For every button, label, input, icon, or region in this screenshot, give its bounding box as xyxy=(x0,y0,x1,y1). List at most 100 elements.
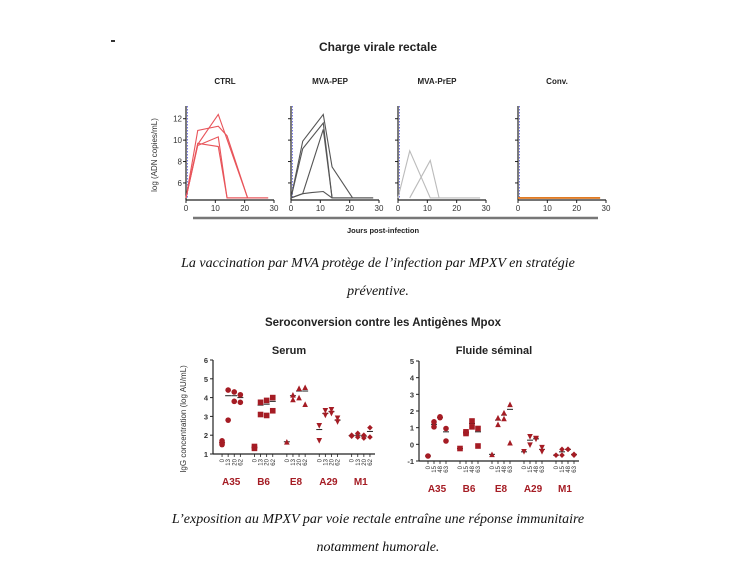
y-tick-label: 4 xyxy=(204,394,209,403)
timepoint-label: 20 xyxy=(297,458,303,465)
data-point-a35 xyxy=(443,438,449,444)
data-point-a35 xyxy=(237,399,244,406)
timepoint-label: 20 xyxy=(329,458,335,465)
x-tick-label: 10 xyxy=(543,204,552,213)
data-point-a35 xyxy=(225,387,231,393)
data-point-a29 xyxy=(334,419,341,425)
series-line-ctrl-3 xyxy=(185,142,248,199)
series-line-mvapep-3 xyxy=(290,190,374,199)
data-point-e8 xyxy=(284,438,290,445)
data-point-m1 xyxy=(348,433,355,439)
data-point-b6 xyxy=(269,394,276,401)
group-label-a35: A35 xyxy=(222,477,241,488)
figure1-caption-line2: préventive. xyxy=(347,284,409,299)
figure2-caption-line1: L’exposition au MPXV par voie rectale en… xyxy=(171,512,585,527)
group-label-e8: E8 xyxy=(290,477,303,488)
x-tick-label: 30 xyxy=(375,204,384,213)
group-label-b6: B6 xyxy=(463,484,476,495)
x-tick-label: 20 xyxy=(572,204,581,213)
group-label-b6: B6 xyxy=(257,477,270,488)
timepoint-label: 13 xyxy=(323,458,329,465)
data-point-b6 xyxy=(457,445,463,452)
y-tick-label: 5 xyxy=(204,375,208,384)
y-axis-label: log (ADN copies/mL) xyxy=(150,118,159,192)
y-tick-label: 5 xyxy=(410,357,414,366)
y-tick-label: 2 xyxy=(410,407,414,416)
data-point-b6 xyxy=(263,397,270,404)
data-point-a29 xyxy=(539,449,545,455)
timepoint-label: 0 xyxy=(285,458,291,462)
timepoint-label: 0 xyxy=(317,458,323,462)
data-point-m1 xyxy=(367,434,373,440)
group-label-e8: E8 xyxy=(495,484,508,495)
timepoint-label: 48 xyxy=(438,465,444,472)
series-line-mvaprep-1 xyxy=(409,158,440,199)
data-point-a35 xyxy=(231,398,238,405)
figure1-caption-line1: La vaccination par MVA protège de l’infe… xyxy=(181,256,575,271)
y-tick-label: 4 xyxy=(410,374,415,383)
data-point-e8 xyxy=(296,385,302,391)
timepoint-label: 0 xyxy=(554,465,560,469)
series-line-ctrl-1 xyxy=(185,113,269,199)
timepoint-label: 62 xyxy=(336,458,342,465)
data-point-a29 xyxy=(533,436,539,443)
data-point-e8 xyxy=(302,401,308,407)
timepoint-label: 0 xyxy=(252,458,258,462)
seroconversion-chart: Serum 1 2 3 4 5 6 IgG concentration (log AU/mL)… xyxy=(179,345,579,495)
group-label-m1: M1 xyxy=(558,484,572,495)
scatter-title-0: Serum xyxy=(272,345,306,357)
group-label-a29: A29 xyxy=(524,484,543,495)
x-axis-label: Jours post-infection xyxy=(347,226,420,235)
data-point-a35 xyxy=(219,439,225,446)
timepoint-label: 13 xyxy=(291,458,297,465)
timepoint-label: 63 xyxy=(540,465,546,472)
x-tick-label: 20 xyxy=(240,204,249,213)
data-point-b6 xyxy=(269,407,276,414)
x-tick-label: 0 xyxy=(516,204,521,213)
x-tick-label: 0 xyxy=(289,204,294,213)
figure2-caption-line2: notamment humorale. xyxy=(316,540,440,555)
timepoint-label: 20 xyxy=(265,458,271,465)
timepoint-label: 13 xyxy=(356,458,362,465)
timepoint-label: 62 xyxy=(271,458,277,465)
data-point-a29 xyxy=(334,415,341,422)
x-tick-label: 10 xyxy=(211,204,220,213)
timepoint-label: 63 xyxy=(476,465,482,472)
data-point-a29 xyxy=(527,434,533,440)
timepoint-label: 15 xyxy=(560,465,566,472)
data-point-m1 xyxy=(559,452,565,458)
data-point-m1 xyxy=(571,452,577,458)
data-point-b6 xyxy=(469,424,475,430)
y-tick-label: 0 xyxy=(410,440,414,449)
data-point-b6 xyxy=(475,443,481,449)
viral-load-title: Charge virale rectale xyxy=(318,40,438,54)
data-point-m1 xyxy=(354,430,361,437)
data-point-b6 xyxy=(469,418,475,424)
series-line-ctrl-0 xyxy=(185,125,269,199)
timepoint-label: 15 xyxy=(432,465,438,472)
timepoint-label: 13 xyxy=(226,458,232,465)
scatter-title-1: Fluide séminal xyxy=(456,345,532,357)
timepoint-label: 63 xyxy=(508,465,514,472)
data-point-e8 xyxy=(501,409,507,416)
data-point-b6 xyxy=(257,399,264,406)
y-axis-label: IgG concentration (log AU/mL) xyxy=(179,365,188,473)
data-point-b6 xyxy=(263,412,270,419)
data-point-b6 xyxy=(251,443,258,450)
data-point-e8 xyxy=(495,421,501,428)
timepoint-label: 15 xyxy=(496,465,502,472)
y-tick-label: 12 xyxy=(173,115,182,124)
group-label-a29: A29 xyxy=(319,477,338,488)
timepoint-label: 0 xyxy=(522,465,528,469)
group-label-a35: A35 xyxy=(428,484,447,495)
data-point-a29 xyxy=(328,407,335,413)
data-point-a29 xyxy=(322,407,329,414)
x-tick-label: 20 xyxy=(345,204,354,213)
timepoint-label: 48 xyxy=(502,465,508,472)
group-label-m1: M1 xyxy=(354,477,368,488)
data-point-a29 xyxy=(521,449,527,455)
timepoint-label: 0 xyxy=(220,458,226,462)
series-line-mvapep-0 xyxy=(290,113,374,199)
data-point-a35 xyxy=(437,414,443,421)
panel-label-0: CTRL xyxy=(214,77,235,86)
